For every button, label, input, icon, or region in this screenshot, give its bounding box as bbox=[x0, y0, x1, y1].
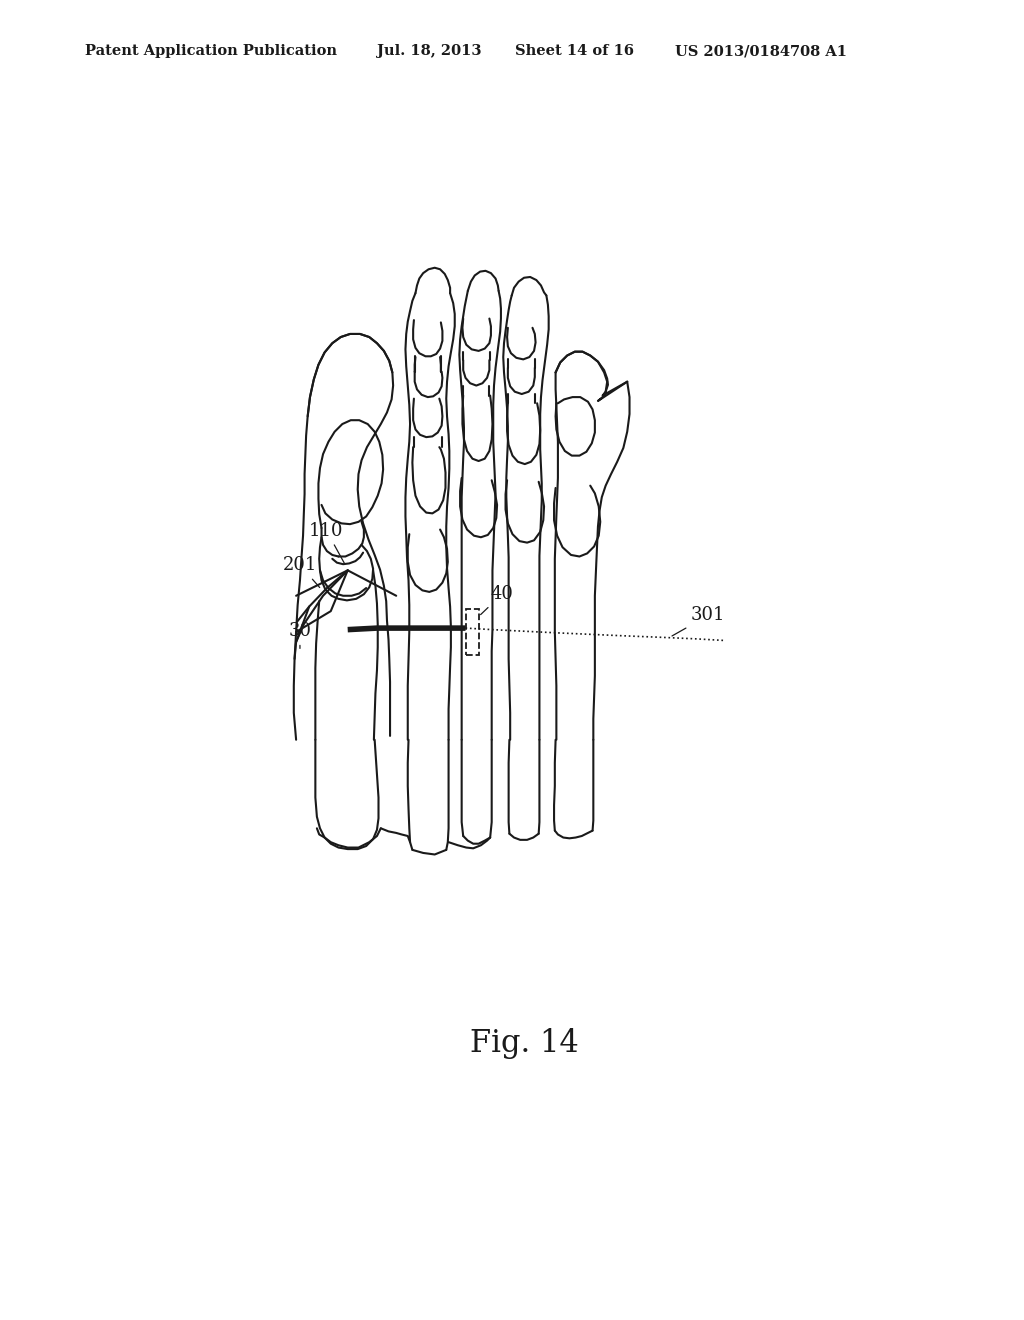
Text: 110: 110 bbox=[309, 521, 345, 564]
Text: 40: 40 bbox=[480, 585, 514, 615]
Text: 30: 30 bbox=[289, 622, 311, 648]
Text: 301: 301 bbox=[672, 606, 726, 636]
Text: Patent Application Publication: Patent Application Publication bbox=[85, 45, 337, 58]
Text: 201: 201 bbox=[283, 556, 319, 587]
Text: Jul. 18, 2013: Jul. 18, 2013 bbox=[377, 45, 481, 58]
Text: Fig. 14: Fig. 14 bbox=[470, 1028, 580, 1060]
Bar bbox=[466, 609, 478, 655]
Text: Sheet 14 of 16: Sheet 14 of 16 bbox=[515, 45, 634, 58]
Text: US 2013/0184708 A1: US 2013/0184708 A1 bbox=[675, 45, 847, 58]
